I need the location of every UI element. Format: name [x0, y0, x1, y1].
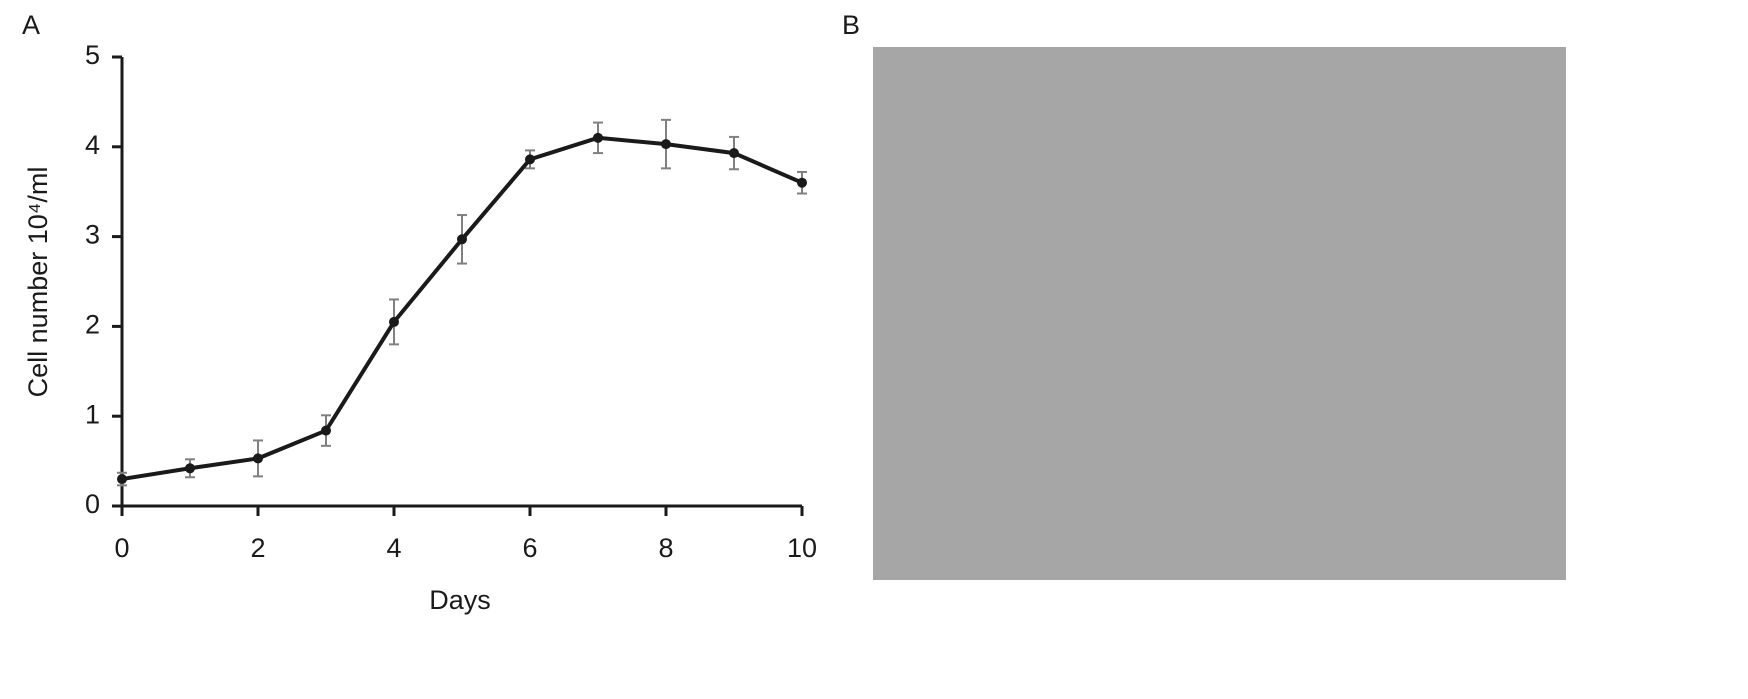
y-tick-label: 0 — [85, 489, 100, 519]
data-line — [121, 135, 803, 482]
data-point — [525, 154, 535, 165]
data-point — [797, 177, 807, 188]
y-axis-label: Cell number 10⁴/ml — [23, 167, 53, 398]
data-point — [729, 148, 739, 159]
x-axis-label: Days — [429, 585, 491, 615]
y-tick-label: 5 — [85, 40, 100, 70]
x-tick-label: 0 — [114, 533, 129, 563]
data-point — [389, 316, 399, 327]
x-tick-label: 8 — [658, 533, 673, 563]
data-point — [185, 463, 195, 474]
data-point — [253, 453, 263, 464]
panel-label: B — [842, 10, 860, 40]
x-tick-label: 2 — [250, 533, 265, 563]
x-tick-label: 10 — [787, 533, 817, 563]
data-point — [593, 132, 603, 143]
data-point — [457, 234, 467, 245]
x-tick-label: 6 — [522, 533, 537, 563]
x-tick-label: 4 — [386, 533, 401, 563]
y-tick-label: 2 — [85, 310, 100, 340]
micrograph — [873, 47, 1566, 580]
y-tick-label: 4 — [85, 130, 100, 160]
y-tick-label: 1 — [85, 399, 100, 429]
y-tick-label: 3 — [85, 220, 100, 250]
panel-label: A — [22, 10, 40, 40]
data-point — [117, 474, 127, 485]
data-point — [661, 139, 671, 150]
data-point — [321, 425, 331, 436]
